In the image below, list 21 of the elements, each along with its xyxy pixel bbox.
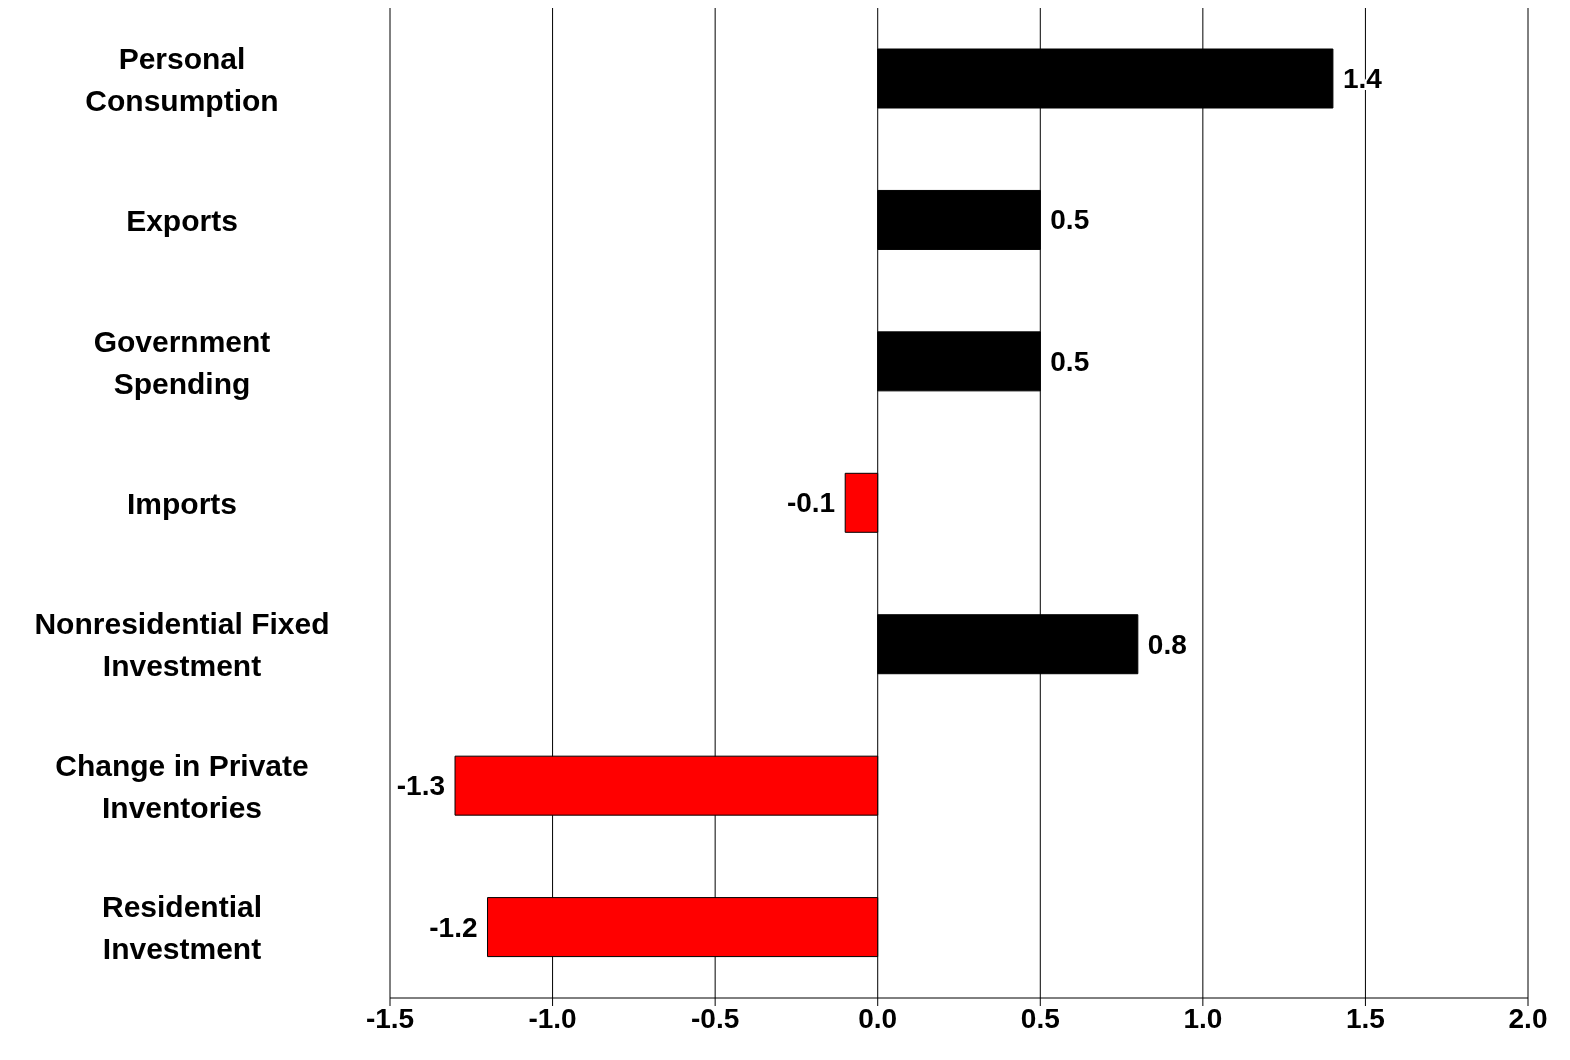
y-tick-label: Personal Consumption bbox=[85, 41, 279, 117]
x-tick-label: 0.0 bbox=[858, 1002, 898, 1034]
data-label: -1.2 bbox=[429, 911, 478, 943]
x-tick-label: 2.0 bbox=[1508, 1002, 1548, 1034]
data-label: -0.1 bbox=[786, 487, 836, 519]
data-label: 0.5 bbox=[1050, 204, 1090, 236]
x-tick-label: 1.5 bbox=[1345, 1002, 1385, 1034]
y-tick-label: Change in Private Inventories bbox=[55, 748, 309, 824]
x-tick-label: 0.5 bbox=[1020, 1002, 1060, 1034]
x-tick-label: -1.5 bbox=[365, 1002, 415, 1034]
y-tick-label: Nonresidential Fixed Investment bbox=[34, 606, 330, 682]
data-label: 0.8 bbox=[1147, 628, 1187, 660]
x-tick-label: -0.5 bbox=[691, 1002, 740, 1034]
y-tick-label: Exports bbox=[126, 203, 238, 237]
x-tick-label: 1.0 bbox=[1183, 1002, 1223, 1034]
y-tick-label: Government Spending bbox=[93, 324, 271, 400]
y-tick-label: Imports bbox=[126, 486, 238, 520]
data-label: 0.5 bbox=[1050, 345, 1090, 377]
y-tick-label: Residential Investment bbox=[101, 889, 263, 965]
x-tick-label: -1.0 bbox=[528, 1002, 577, 1034]
data-label: -1.3 bbox=[396, 770, 446, 802]
